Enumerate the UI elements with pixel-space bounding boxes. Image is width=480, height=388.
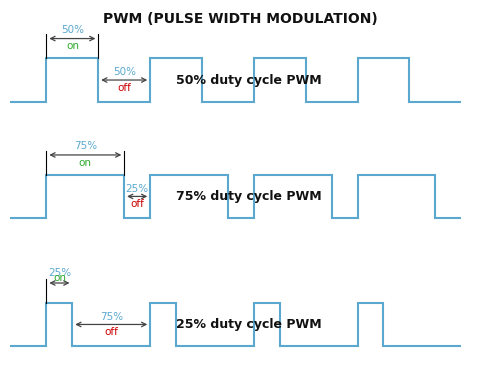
Text: 25%: 25%: [126, 184, 149, 194]
Text: off: off: [130, 199, 144, 209]
Text: 50% duty cycle PWM: 50% duty cycle PWM: [176, 73, 322, 87]
Text: 25%: 25%: [48, 268, 71, 278]
Text: on: on: [79, 158, 92, 168]
Text: 75%: 75%: [100, 312, 123, 322]
Text: 50%: 50%: [61, 25, 84, 35]
Text: on: on: [53, 273, 66, 283]
Text: on: on: [66, 41, 79, 51]
Text: off: off: [104, 327, 118, 337]
Text: PWM (PULSE WIDTH MODULATION): PWM (PULSE WIDTH MODULATION): [103, 12, 377, 26]
Text: 75% duty cycle PWM: 75% duty cycle PWM: [176, 190, 322, 203]
Text: off: off: [117, 83, 131, 93]
Text: 75%: 75%: [74, 142, 97, 151]
Text: 50%: 50%: [113, 68, 136, 77]
Text: 25% duty cycle PWM: 25% duty cycle PWM: [176, 318, 322, 331]
